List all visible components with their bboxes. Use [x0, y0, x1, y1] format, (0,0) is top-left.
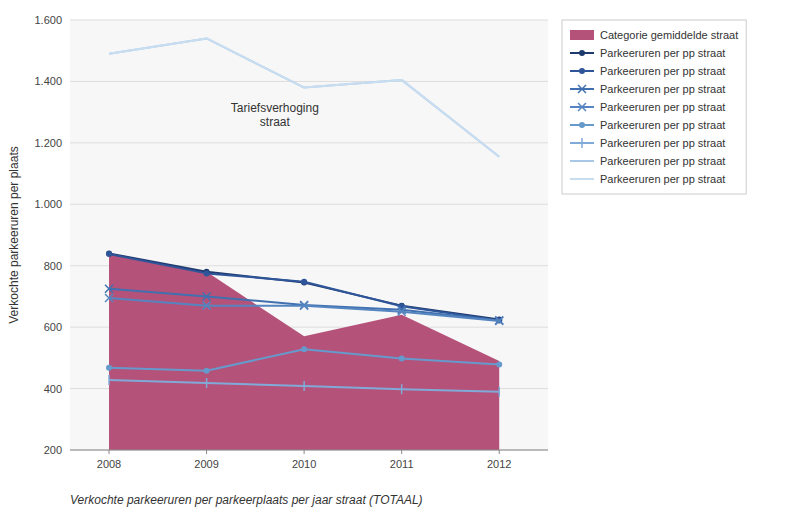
grid-line: [70, 142, 548, 143]
legend-label: Parkeeruren per pp straat: [600, 173, 725, 185]
x-tick: [304, 450, 305, 454]
legend: Categorie gemiddelde straat Parkeeruren p…: [562, 20, 746, 194]
legend-swatch: [570, 160, 594, 162]
y-tick-label: 400: [44, 383, 62, 395]
line: [109, 298, 499, 321]
marker: [105, 285, 113, 293]
y-tick-label: 200: [44, 444, 62, 456]
legend-marker: [578, 85, 586, 93]
x-axis-label: Verkochte parkeeruren per parkeerplaats …: [70, 493, 423, 507]
marker: [206, 378, 208, 388]
annotation-line: straat: [260, 115, 291, 129]
line: [109, 289, 499, 321]
line: [109, 253, 499, 319]
marker: [495, 317, 503, 325]
legend-marker: [581, 138, 583, 148]
legend-marker: [579, 122, 585, 128]
legend-marker: [578, 103, 586, 111]
marker: [106, 251, 112, 257]
x-tick-label: 2011: [390, 458, 414, 470]
plot-area: [70, 20, 548, 450]
marker: [496, 362, 502, 368]
marker: [301, 279, 307, 285]
legend-label: Parkeeruren per pp straat: [600, 155, 725, 167]
legend-swatch: [570, 178, 594, 180]
legend-label: Categorie gemiddelde straat: [600, 29, 738, 41]
marker: [105, 294, 113, 302]
chart: 200 400 600 800 1.000 1.200 1.400 1.600 2008 2009…: [0, 0, 789, 518]
y-axis-label: Verkochte parkeeruren per plaats: [7, 146, 21, 323]
legend-label: Parkeeruren per pp straat: [600, 119, 725, 131]
marker: [301, 346, 307, 352]
marker: [401, 384, 403, 394]
marker: [399, 355, 405, 361]
marker: [203, 292, 211, 300]
grid-line: [70, 20, 548, 21]
legend-label: Parkeeruren per pp straat: [600, 65, 725, 77]
x-tick-label: 2008: [97, 458, 121, 470]
x-tick: [109, 450, 110, 454]
area: [109, 253, 499, 450]
y-tick-label: 1.200: [34, 137, 62, 149]
legend-marker: [579, 68, 585, 74]
legend-box: [562, 20, 746, 194]
line: [109, 38, 499, 156]
y-tick-label: 1.400: [34, 75, 62, 87]
x-axis-line: [70, 450, 548, 451]
x-tick: [206, 450, 207, 454]
line: [109, 349, 499, 371]
annotation: Tariefsverhogingstraat: [231, 101, 319, 129]
x-tick-label: 2012: [487, 458, 511, 470]
marker: [204, 368, 210, 374]
legend-label: Parkeeruren per pp straat: [600, 47, 725, 59]
x-tick-label: 2009: [194, 458, 218, 470]
y-tick-label: 1.000: [34, 198, 62, 210]
marker: [301, 280, 307, 286]
marker: [203, 302, 211, 310]
legend-label: Parkeeruren per pp straat: [600, 101, 725, 113]
x-tick-label: 2010: [292, 458, 316, 470]
grid-line: [70, 450, 548, 451]
legend-marker: [579, 50, 585, 56]
y-tick-label: 800: [44, 260, 62, 272]
marker: [303, 381, 305, 391]
y-tick-label: 1.600: [34, 14, 62, 26]
grid-line: [70, 204, 548, 205]
marker: [498, 387, 500, 397]
x-tick: [401, 450, 402, 454]
marker: [106, 250, 112, 256]
marker: [204, 270, 210, 276]
legend-label: Parkeeruren per pp straat: [600, 137, 725, 149]
annotation-line: Tariefsverhoging: [231, 101, 319, 115]
marker: [106, 365, 112, 371]
line: [109, 38, 499, 156]
legend-swatch: [570, 30, 594, 40]
legend-label: Parkeeruren per pp straat: [600, 83, 725, 95]
marker: [108, 375, 110, 385]
marker: [300, 302, 308, 310]
marker: [398, 308, 406, 316]
data-layer: [105, 38, 503, 450]
line: [109, 380, 499, 392]
y-tick-label: 600: [44, 321, 62, 333]
x-tick: [499, 450, 500, 454]
grid-line: [70, 81, 548, 82]
line: [109, 254, 499, 320]
